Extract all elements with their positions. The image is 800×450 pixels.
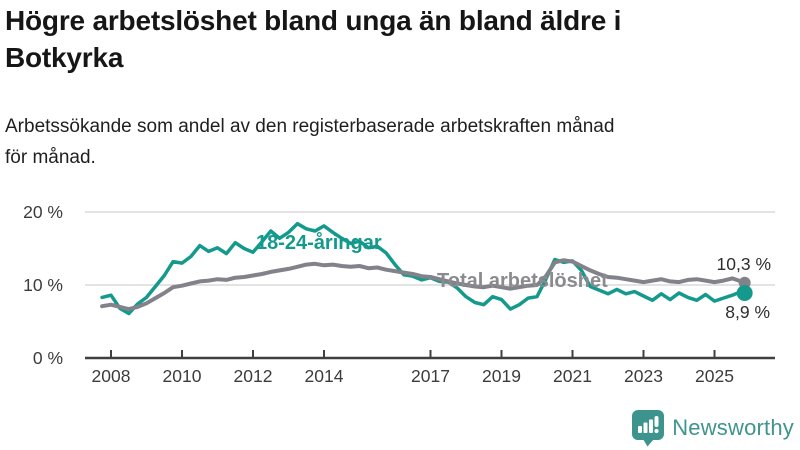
newsworthy-logo: Newsworthy xyxy=(631,409,794,447)
page-title: Högre arbetslöshet bland unga än bland ä… xyxy=(5,5,622,73)
x-tick-label: 2025 xyxy=(695,366,734,386)
x-tick-label: 2023 xyxy=(624,366,663,386)
line-chart: 0 % 10 % 20 % 2008 2010 2012 2014 2017 2019 2021 2… xyxy=(23,202,775,386)
series-label-youth: 18-24-åringar xyxy=(256,231,382,254)
x-tick-label: 2019 xyxy=(482,366,521,386)
x-tick-label: 2012 xyxy=(234,366,273,386)
x-tick-label: 2008 xyxy=(92,366,131,386)
end-value-label-youth: 8,9 % xyxy=(725,302,770,322)
y-tick-label: 20 % xyxy=(23,202,63,222)
y-tick-label: 10 % xyxy=(23,275,63,295)
end-dot-youth xyxy=(736,285,753,302)
newsworthy-logo-text: Newsworthy xyxy=(672,415,794,440)
y-tick-label: 0 % xyxy=(33,348,63,368)
end-value-label-total: 10,3 % xyxy=(717,254,771,274)
chart-subtitle: Arbetssökande som andel av den registerb… xyxy=(5,116,615,168)
series-label-total: Total arbetslöshet xyxy=(437,270,608,292)
series-line-youth xyxy=(100,221,747,316)
x-tick-label: 2021 xyxy=(553,366,592,386)
bar-chart-speech-bubble-icon xyxy=(632,410,665,447)
x-tick-label: 2017 xyxy=(411,366,450,386)
x-tick-label: 2014 xyxy=(305,366,344,386)
series-line-total xyxy=(100,258,747,312)
x-tick-label: 2010 xyxy=(163,366,202,386)
